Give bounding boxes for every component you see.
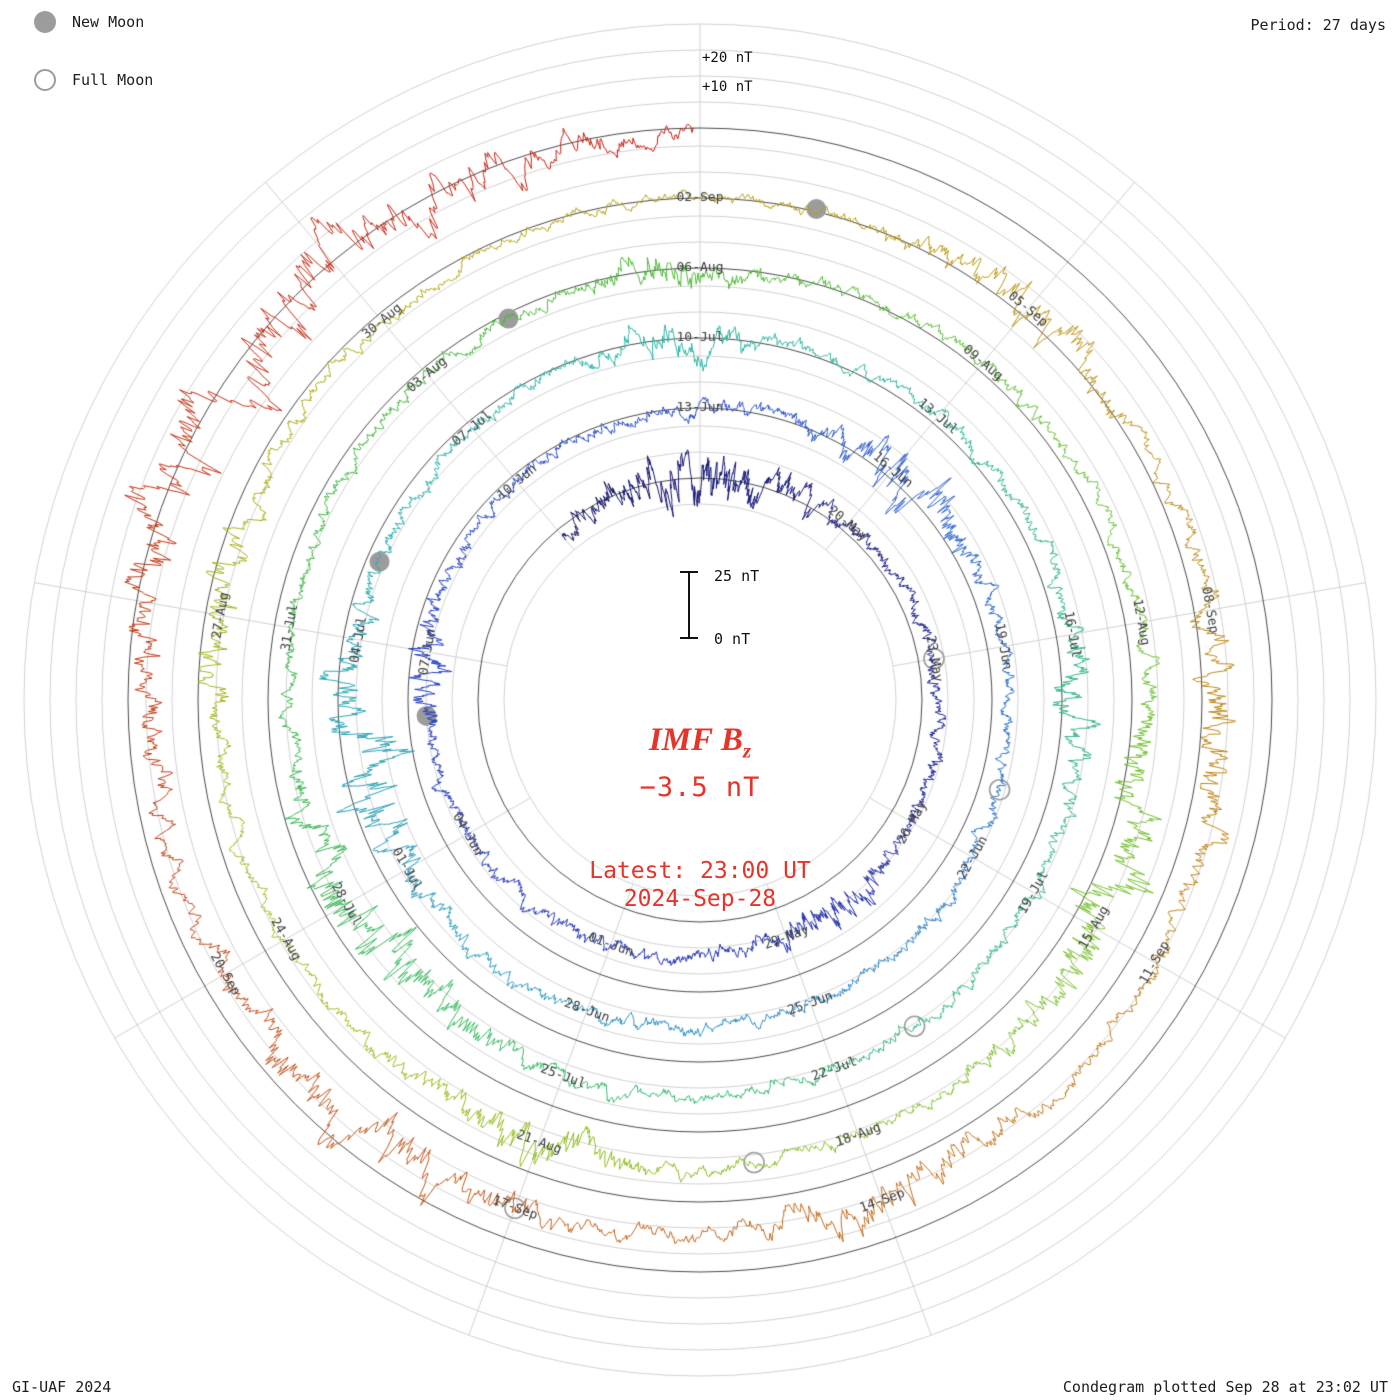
legend-new-moon-label: New Moon xyxy=(72,13,145,31)
legend-new-moon: New Moon xyxy=(34,11,144,33)
scale-bar-top-label: 25 nT xyxy=(714,567,760,585)
legend-full-moon: Full Moon xyxy=(34,69,153,91)
quantity-title: IMF Bz xyxy=(0,722,1400,764)
latest-date: 2024-Sep-28 xyxy=(623,886,777,912)
scale-bar-cap-top xyxy=(680,571,698,573)
full-moon-icon xyxy=(34,69,56,91)
scale-bar-bottom-label: 0 nT xyxy=(714,630,751,648)
plus-20nt-label: +20 nT xyxy=(702,50,753,66)
new-moon-icon xyxy=(34,11,56,33)
period-label: Period: 27 days xyxy=(1250,16,1386,34)
credit-label: GI-UAF 2024 xyxy=(12,1378,112,1396)
latest-time: Latest: 23:00 UT xyxy=(589,858,811,884)
scale-bar-cap-bottom xyxy=(680,637,698,639)
quantity-title-main: IMF B xyxy=(648,722,743,758)
plotted-timestamp: Condegram plotted Sep 28 at 23:02 UT xyxy=(1062,1378,1388,1396)
legend-full-moon-label: Full Moon xyxy=(72,71,154,89)
quantity-title-subscript: z xyxy=(742,738,752,763)
plus-10nt-label: +10 nT xyxy=(702,79,753,95)
scale-bar-line xyxy=(688,572,690,638)
current-value: −3.5 nT xyxy=(639,772,761,803)
